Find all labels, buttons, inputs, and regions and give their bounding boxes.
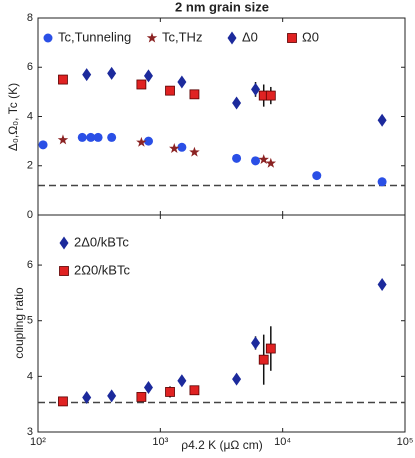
data-point — [251, 156, 261, 166]
data-point — [189, 89, 200, 100]
data-point — [107, 66, 117, 80]
data-point — [136, 136, 147, 147]
data-point — [177, 75, 187, 89]
data-point — [143, 69, 153, 83]
data-point — [232, 372, 242, 386]
y-tick-label: 0 — [27, 209, 33, 221]
data-point — [86, 132, 96, 142]
data-point — [57, 134, 69, 145]
chart-title: 2 nm grain size — [175, 0, 269, 14]
legend-marker — [59, 236, 69, 250]
data-point — [93, 132, 103, 142]
x-tick-label: 10² — [30, 436, 46, 448]
legend-text: Δ0 — [242, 29, 258, 44]
y-tick-label: 5 — [27, 315, 33, 327]
data-point — [165, 85, 175, 96]
data-point — [107, 389, 117, 403]
data-point — [77, 132, 87, 142]
x-tick-label: 10⁴ — [274, 436, 291, 448]
x-tick-label: 10⁵ — [397, 436, 414, 448]
data-point — [177, 374, 187, 388]
plot-frame — [37, 214, 406, 433]
data-point — [189, 385, 200, 396]
legend-marker — [287, 33, 297, 43]
y-axis-label: Δ₀,Ω₀, Tc (K) — [6, 83, 20, 151]
data-point — [169, 143, 180, 153]
data-point — [165, 387, 175, 397]
y-tick-label: 4 — [27, 370, 33, 382]
y-tick-label: 6 — [27, 61, 33, 73]
legend-marker — [43, 33, 53, 43]
data-point — [177, 142, 187, 152]
legend-text: Tc,THz — [162, 29, 202, 44]
x-axis-label: ρ4.2 K (μΩ cm) — [181, 438, 262, 452]
data-point — [258, 154, 269, 165]
y-tick-label: 3 — [27, 426, 33, 438]
y-tick-label: 4 — [27, 110, 33, 122]
data-point — [265, 90, 276, 101]
data-point — [82, 391, 92, 405]
data-point — [232, 153, 242, 163]
x-tick-label: 10³ — [152, 436, 168, 448]
data-point — [258, 354, 269, 365]
data-point — [143, 380, 153, 394]
legend-marker — [146, 32, 158, 43]
legend-text: 2Ω0/kBTc — [74, 262, 130, 277]
legend-text: Ω0 — [302, 29, 319, 44]
data-point — [251, 336, 261, 350]
data-point — [251, 82, 261, 96]
y-tick-label: 6 — [27, 259, 33, 271]
data-point — [265, 343, 276, 354]
legend-marker — [59, 266, 69, 276]
data-point — [143, 136, 153, 146]
data-point — [58, 74, 68, 85]
y-tick-label: 2 — [27, 160, 33, 172]
legend-text: 2Δ0/kBTc — [74, 234, 129, 249]
data-point — [136, 79, 147, 90]
legend-text: Tc,Tunneling — [58, 29, 131, 44]
y-axis-label: coupling ratio — [12, 287, 26, 359]
data-point — [377, 278, 387, 292]
data-point — [38, 140, 48, 150]
data-point — [265, 157, 277, 168]
data-point — [312, 171, 322, 181]
data-point — [377, 177, 387, 187]
data-point — [82, 68, 92, 82]
data-point — [58, 396, 68, 407]
y-tick-label: 8 — [27, 12, 33, 24]
legend-marker — [227, 31, 237, 45]
data-point — [189, 146, 200, 157]
data-point — [232, 96, 242, 110]
data-point — [377, 113, 387, 127]
data-point — [107, 132, 117, 142]
data-point — [136, 392, 147, 402]
